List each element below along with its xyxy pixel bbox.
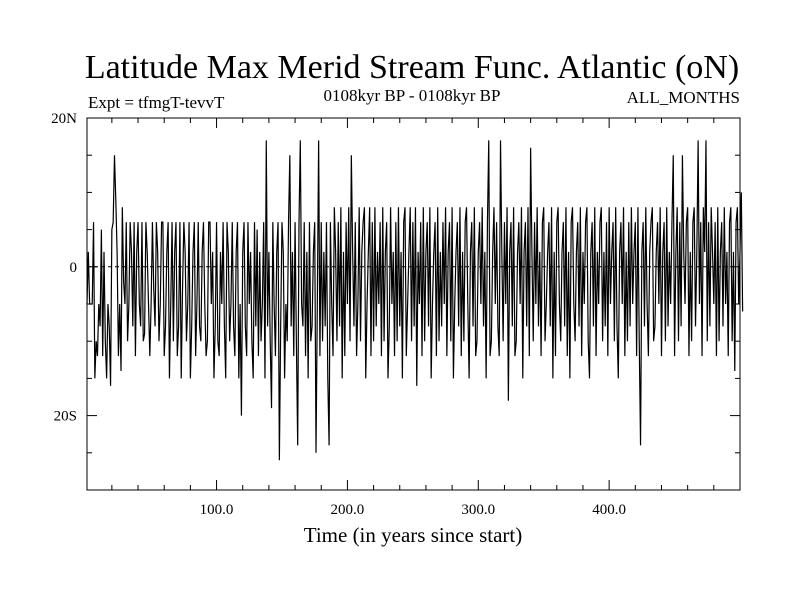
chart-title: Latitude Max Merid Stream Func. Atlantic… (85, 49, 739, 86)
months-label: ALL_MONTHS (627, 88, 740, 107)
x-tick-label: 100.0 (200, 502, 234, 518)
x-tick-label: 400.0 (592, 502, 626, 518)
x-tick-label: 300.0 (461, 502, 495, 518)
experiment-label: Expt = tfmgT-tevvT (88, 93, 225, 112)
x-tick-label: 200.0 (331, 502, 365, 518)
y-tick-label: 0 (70, 260, 78, 276)
y-tick-label: 20S (54, 409, 77, 425)
series-line-0 (86, 140, 744, 461)
x-axis-label: Time (in years since start) (304, 523, 523, 547)
time-range-label: 0108kyr BP - 0108kyr BP (324, 86, 501, 105)
y-tick-label: 20N (51, 111, 77, 127)
